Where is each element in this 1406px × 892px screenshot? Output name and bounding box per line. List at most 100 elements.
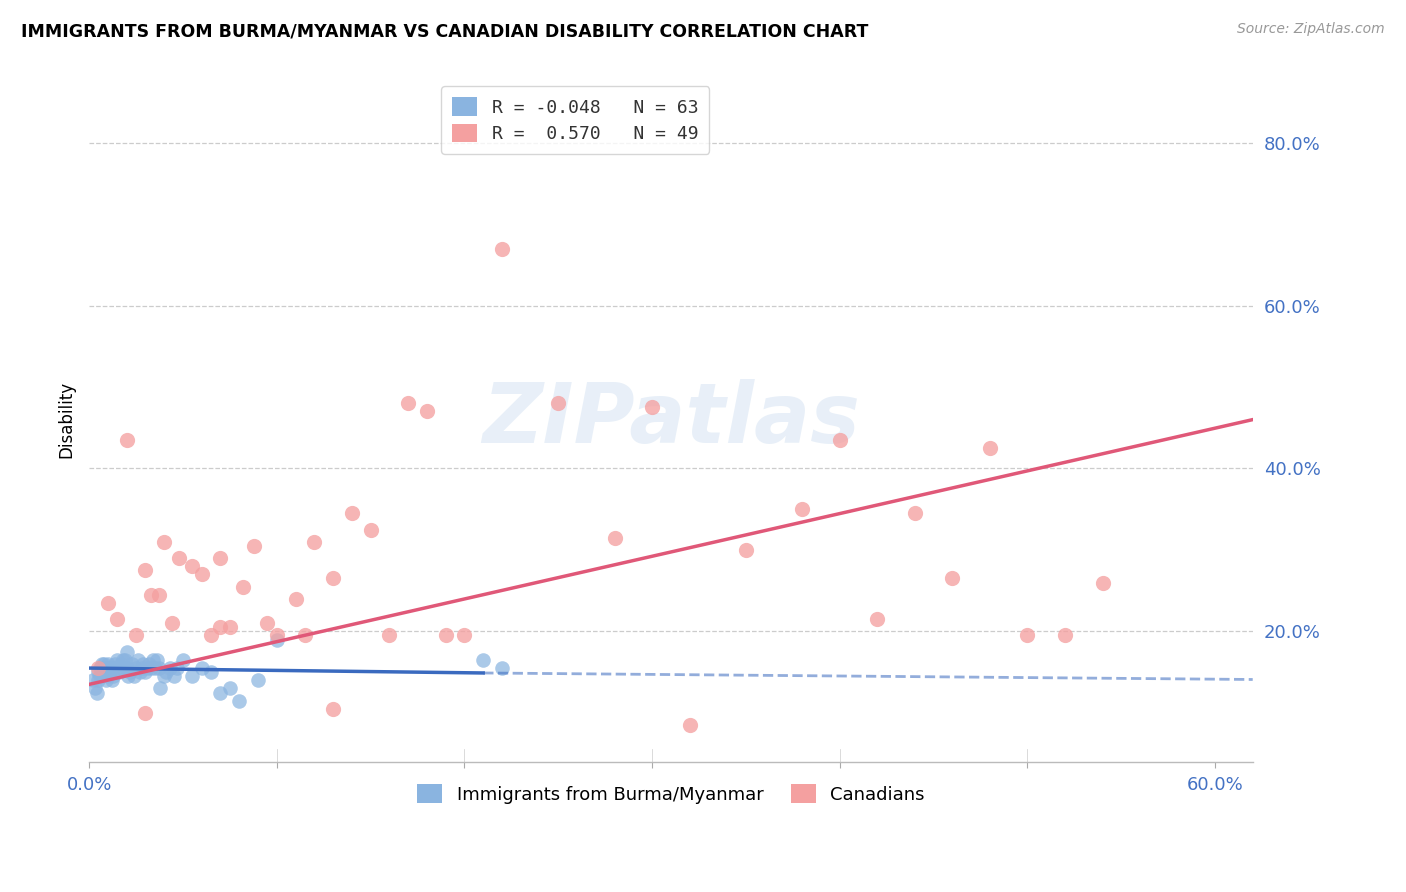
Point — [735, 543, 758, 558]
Point — [86, 685, 108, 699]
Point — [145, 653, 167, 667]
Point — [491, 661, 513, 675]
Point — [679, 718, 702, 732]
Point — [159, 661, 181, 675]
Point — [132, 657, 155, 671]
Point — [114, 653, 136, 667]
Point — [603, 531, 626, 545]
Point — [266, 628, 288, 642]
Point — [110, 657, 132, 671]
Point — [979, 441, 1001, 455]
Point — [153, 534, 176, 549]
Point — [91, 669, 114, 683]
Point — [93, 657, 115, 671]
Point — [472, 653, 495, 667]
Point — [232, 580, 254, 594]
Point — [89, 661, 111, 675]
Point — [143, 661, 166, 675]
Point — [111, 661, 134, 675]
Point — [131, 661, 153, 675]
Point — [134, 665, 156, 680]
Point — [115, 433, 138, 447]
Point — [122, 669, 145, 683]
Point — [98, 661, 121, 675]
Point — [153, 669, 176, 683]
Point — [453, 628, 475, 642]
Point — [266, 632, 288, 647]
Point — [256, 616, 278, 631]
Point — [181, 559, 204, 574]
Point — [228, 694, 250, 708]
Point — [322, 702, 344, 716]
Point — [127, 653, 149, 667]
Point — [89, 669, 111, 683]
Point — [641, 401, 664, 415]
Point — [200, 665, 222, 680]
Point — [148, 588, 170, 602]
Y-axis label: Disability: Disability — [58, 381, 75, 458]
Legend: Immigrants from Burma/Myanmar, Canadians: Immigrants from Burma/Myanmar, Canadians — [406, 773, 935, 814]
Point — [218, 681, 240, 696]
Point — [134, 563, 156, 577]
Point — [91, 657, 114, 671]
Point — [100, 661, 122, 675]
Point — [94, 673, 117, 688]
Point — [83, 681, 105, 696]
Point — [104, 657, 127, 671]
Point — [434, 628, 457, 642]
Point — [491, 242, 513, 256]
Point — [138, 657, 160, 671]
Point — [284, 591, 307, 606]
Point — [100, 673, 122, 688]
Point — [87, 665, 110, 680]
Point — [111, 653, 134, 667]
Point — [181, 669, 204, 683]
Point — [139, 661, 162, 675]
Point — [360, 523, 382, 537]
Point — [200, 628, 222, 642]
Point — [97, 669, 120, 683]
Point — [792, 502, 814, 516]
Point — [322, 572, 344, 586]
Point — [108, 665, 131, 680]
Point — [160, 616, 183, 631]
Point — [117, 669, 139, 683]
Point — [87, 673, 110, 688]
Point — [294, 628, 316, 642]
Point — [105, 653, 128, 667]
Point — [172, 653, 194, 667]
Point — [105, 661, 128, 675]
Point — [1053, 628, 1076, 642]
Text: IMMIGRANTS FROM BURMA/MYANMAR VS CANADIAN DISABILITY CORRELATION CHART: IMMIGRANTS FROM BURMA/MYANMAR VS CANADIA… — [21, 22, 869, 40]
Point — [142, 653, 165, 667]
Text: Source: ZipAtlas.com: Source: ZipAtlas.com — [1237, 22, 1385, 37]
Point — [97, 596, 120, 610]
Point — [97, 657, 120, 671]
Point — [125, 661, 148, 675]
Point — [167, 551, 190, 566]
Point — [304, 534, 326, 549]
Point — [121, 657, 143, 671]
Point — [136, 661, 159, 675]
Point — [243, 539, 266, 553]
Point — [1091, 575, 1114, 590]
Point — [246, 673, 269, 688]
Point — [209, 685, 232, 699]
Point — [134, 706, 156, 720]
Point — [190, 661, 212, 675]
Point — [866, 612, 889, 626]
Point — [139, 588, 162, 602]
Point — [416, 404, 439, 418]
Point — [209, 620, 232, 634]
Point — [162, 669, 184, 683]
Point — [115, 645, 138, 659]
Point — [115, 661, 138, 675]
Point — [125, 628, 148, 642]
Point — [93, 665, 115, 680]
Point — [87, 661, 110, 675]
Point — [190, 567, 212, 582]
Point — [128, 665, 150, 680]
Point — [149, 681, 172, 696]
Point — [120, 665, 142, 680]
Point — [941, 572, 963, 586]
